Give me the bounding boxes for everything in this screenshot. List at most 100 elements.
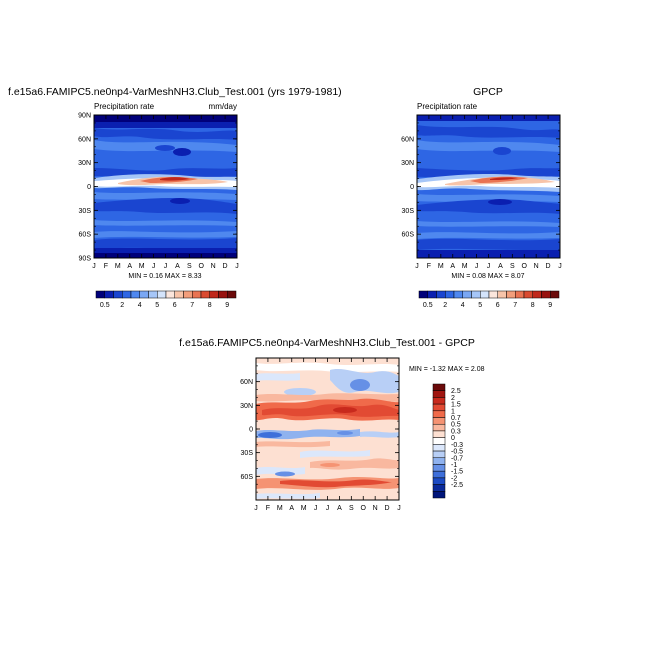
panel1-y-tick-label: 0 (87, 184, 91, 191)
panel3-colorbar-box (432, 423, 446, 432)
panel3-colorbar: 2.521.510.70.50.30-0.3-0.5-0.7-1-1.5-2-2… (432, 383, 463, 499)
panel1-colorbar-box (165, 290, 175, 299)
panel2-y-tick-label: 60S (402, 232, 415, 239)
panel3-x-tick-label: J (397, 505, 401, 512)
panel3-x-tick-label: J (254, 505, 258, 512)
panel1-colorbar-box (183, 290, 193, 299)
panel2-x-tick-label: O (522, 263, 528, 270)
panel1-x-tick-label: J (164, 263, 168, 270)
panel3-colorbar-box (432, 410, 446, 418)
panel2-colorbar-box (462, 290, 472, 299)
panel2-colorbar-box (515, 290, 525, 299)
panel3-colorbar-label: 0.3 (451, 428, 461, 435)
panel2-x-tick-label: J (415, 263, 419, 270)
panel2-colorbar-label: 4 (461, 302, 465, 309)
panel3-colorbar-box (432, 450, 446, 459)
panel2-colorbar-box (497, 290, 507, 299)
panel1-left-subtitle: Precipitation rate (94, 102, 155, 111)
panel1-y-tick-label: 60S (79, 232, 92, 239)
panel1-colorbar-label: 6 (173, 302, 177, 309)
panel1-colorbar-box (113, 290, 123, 299)
panel1-colorbar-box (122, 290, 132, 299)
panel3-colorbar-box (432, 383, 446, 391)
panel1-x-tick-label: D (223, 263, 228, 270)
panel3-colorbar-box (432, 437, 446, 445)
panel3-x-tick-label: O (361, 505, 367, 512)
panel2-colorbar-label: 2 (443, 302, 447, 309)
panel1-colorbar-label: 0.5 (100, 302, 110, 309)
panel2-colorbar-label: 8 (531, 302, 535, 309)
panel3-colorbar-label: 2.5 (451, 388, 461, 395)
panel1-x-tick-label: M (115, 263, 121, 270)
panel1-colorbar-box (130, 290, 140, 299)
panel3-colorbar-label: 0.5 (451, 422, 461, 429)
panel2-x-tick-label: M (438, 263, 444, 270)
panel2-field (417, 115, 560, 258)
panel3-colorbar-label: -0.7 (451, 455, 463, 462)
panel3-colorbar-label: -0.5 (451, 449, 463, 456)
panel3-y-tick-label: 60N (240, 379, 253, 386)
panel3-x-tick-label: N (373, 505, 378, 512)
panel2-colorbar-label: 5 (478, 302, 482, 309)
panel2-x-tick-label: D (546, 263, 551, 270)
panel1-x-tick-label: S (187, 263, 192, 270)
panel2-x-tick-label: J (487, 263, 491, 270)
panel2-colorbar-box (445, 290, 455, 299)
panel1-colorbar-label: 7 (190, 302, 194, 309)
panel2-x-tick-label: J (475, 263, 479, 270)
panel2-colorbar-label: 6 (496, 302, 500, 309)
panel1-x-tick-label: O (199, 263, 205, 270)
panel3-colorbar-label: -1.5 (451, 469, 463, 476)
panel3-y-ticks: 60N 30N 0 30S 60S (240, 365, 399, 493)
panel3-colorbar-label: -2.5 (451, 482, 463, 489)
panel1-colorbar-label: 2 (120, 302, 124, 309)
panel1-colorbar-box (192, 290, 202, 299)
panel1-colorbar-box (227, 290, 237, 299)
panel3-colorbar-label: -0.3 (451, 442, 463, 449)
panel3-colorbar-box (432, 464, 446, 472)
panel2-x-tick-label: A (498, 263, 503, 270)
panel3-field (256, 358, 399, 500)
panel2-colorbar-box (506, 290, 516, 299)
panel2-colorbar-label: 7 (513, 302, 517, 309)
panel2-x-tick-label: S (510, 263, 515, 270)
panel1-colorbar-box (200, 290, 210, 299)
panel1-x-tick-label: M (139, 263, 145, 270)
panel3-x-tick-label: F (266, 505, 270, 512)
panel1-colorbar-box (218, 290, 228, 299)
panel3-x-tick-label: J (326, 505, 330, 512)
panel1-colorbar-box (139, 290, 149, 299)
panel2-x-tick-label: M (462, 263, 468, 270)
panel2-colorbar-box (550, 290, 560, 299)
panel3-title: f.e15a6.FAMIPC5.ne0np4-VarMeshNH3.Club_T… (179, 337, 475, 349)
panel1-field (94, 115, 237, 258)
panel1-y-tick-label: 30N (78, 160, 91, 167)
panel3-colorbar-label: 1 (451, 408, 455, 415)
panel3-colorbar-label: -2 (451, 475, 457, 482)
panel1-stats: MIN = 0.16 MAX = 8.33 (128, 273, 201, 280)
panel1-x-tick-label: A (127, 263, 132, 270)
panel1-x-tick-label: A (175, 263, 180, 270)
panel2-colorbar-box (488, 290, 498, 299)
panel3-colorbar-box (432, 484, 446, 492)
panel2-x-tick-label: F (427, 263, 431, 270)
panel3-colorbar-box (432, 390, 446, 398)
panel3-colorbar-label: 0 (451, 435, 455, 442)
panel2-colorbar-box (523, 290, 533, 299)
panel2-colorbar-box (532, 290, 542, 299)
panel2-colorbar-label: 9 (548, 302, 552, 309)
panel2-colorbar-box (480, 290, 490, 299)
panel2-x-tick-label: N (534, 263, 539, 270)
panel3-colorbar-box (432, 457, 446, 465)
panel3-x-tick-label: A (289, 505, 294, 512)
panel3-y-tick-label: 30N (240, 403, 253, 410)
panel2-y-ticks: 60N 30N 0 30S 60S (401, 122, 560, 251)
panel3-x-tick-label: J (314, 505, 318, 512)
panel2-colorbar-box (427, 290, 437, 299)
panel3-colorbar-box (432, 444, 446, 452)
panel2-left-subtitle: Precipitation rate (417, 102, 478, 111)
panel1-colorbar-box (148, 290, 158, 299)
panel3-stats: MIN = -1.32 MAX = 2.08 (409, 366, 485, 373)
